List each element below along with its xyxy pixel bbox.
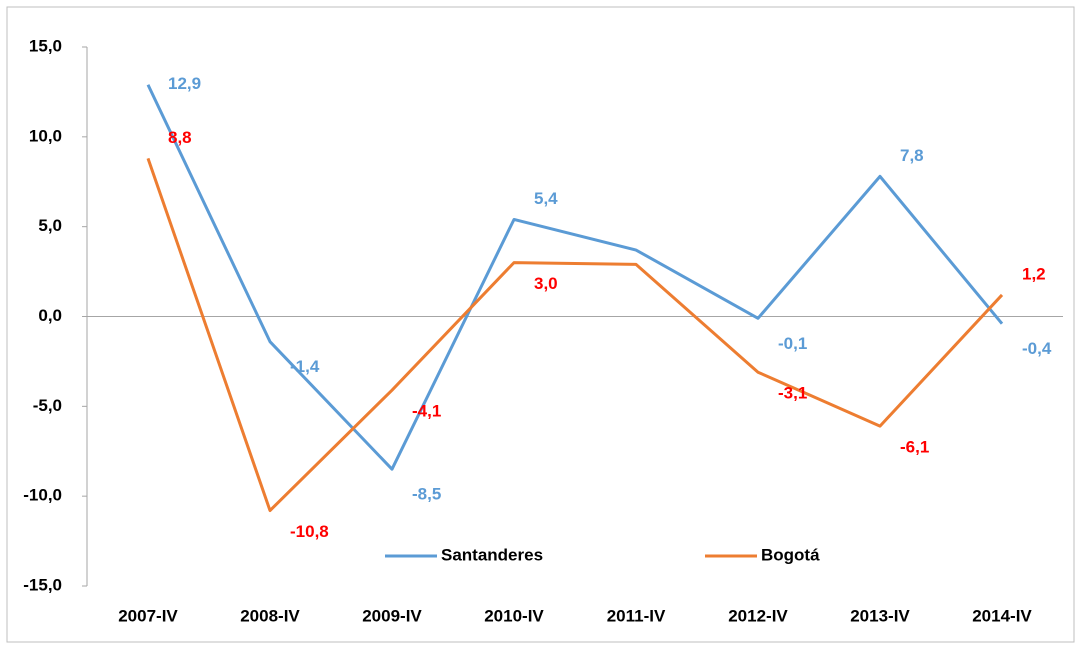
chart-frame [6,6,1075,643]
data-label: 5,4 [534,189,558,208]
data-label: -1,4 [290,357,320,376]
data-label: -10,8 [290,522,329,541]
x-tick-label: 2011-IV [607,606,666,625]
legend-label: Santanderes [441,545,543,564]
x-tick-label: 2009-IV [362,606,422,625]
y-tick-label: -10,0 [23,486,62,505]
x-tick-label: 2010-IV [484,606,544,625]
data-label: 1,2 [1022,264,1046,283]
y-tick-label: 5,0 [38,216,62,235]
y-tick-label: 0,0 [38,306,62,325]
data-label: 7,8 [900,146,924,165]
data-label: -3,1 [778,384,807,403]
x-tick-label: 2007-IV [118,606,178,625]
x-tick-label: 2014-IV [972,606,1032,625]
data-label: 8,8 [168,128,192,147]
x-tick-label: 2008-IV [240,606,300,625]
legend-label: Bogotá [761,545,820,564]
y-tick-label: 15,0 [29,36,62,55]
series-line [146,157,1004,513]
series-line [146,84,1004,471]
data-label: -0,1 [778,334,807,353]
y-tick-label: 10,0 [29,126,62,145]
x-tick-label: 2012-IV [728,606,788,625]
data-label: -0,4 [1022,339,1052,358]
y-tick-label: -5,0 [33,396,62,415]
data-label: 3,0 [534,274,558,293]
data-label: 12,9 [168,74,201,93]
y-tick-label: -15,0 [23,575,62,594]
data-label: -8,5 [412,485,441,504]
x-tick-label: 2013-IV [850,606,910,625]
data-label: -6,1 [900,438,929,457]
data-label: -4,1 [412,402,441,421]
